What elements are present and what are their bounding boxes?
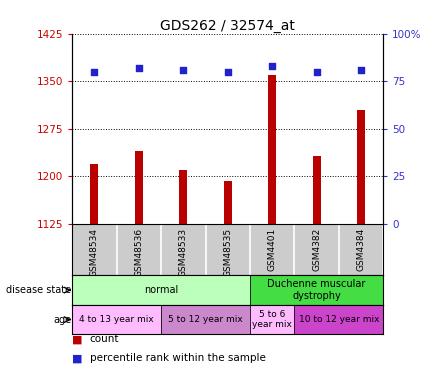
Bar [135, 151, 143, 224]
Point [357, 67, 364, 73]
Text: ■: ■ [72, 353, 83, 363]
Point [268, 63, 276, 69]
Bar [313, 156, 321, 224]
Text: GSM4382: GSM4382 [312, 228, 321, 271]
Text: 5 to 12 year mix: 5 to 12 year mix [168, 315, 243, 324]
Bar [357, 110, 365, 224]
Bar [91, 164, 99, 224]
Bar [268, 75, 276, 224]
Text: GSM48534: GSM48534 [90, 228, 99, 277]
Point [313, 69, 320, 75]
Point [91, 69, 98, 75]
Bar [161, 305, 250, 334]
Text: 10 to 12 year mix: 10 to 12 year mix [299, 315, 379, 324]
Text: GSM4384: GSM4384 [357, 228, 366, 271]
Bar [224, 182, 232, 224]
Text: age: age [53, 315, 71, 325]
Point [135, 65, 142, 71]
Text: GSM48536: GSM48536 [134, 228, 143, 277]
Text: GSM4401: GSM4401 [268, 228, 277, 271]
Text: normal: normal [144, 285, 178, 295]
Text: 4 to 13 year mix: 4 to 13 year mix [79, 315, 154, 324]
Text: Duchenne muscular
dystrophy: Duchenne muscular dystrophy [268, 279, 366, 301]
Text: disease state: disease state [6, 285, 71, 295]
Bar [179, 170, 187, 224]
Bar [72, 275, 250, 305]
Text: GSM48535: GSM48535 [223, 228, 232, 277]
Text: GSM48533: GSM48533 [179, 228, 188, 277]
Bar [250, 305, 294, 334]
Text: percentile rank within the sample: percentile rank within the sample [90, 353, 266, 363]
Bar [72, 305, 161, 334]
Point [224, 69, 231, 75]
Text: 5 to 6
year mix: 5 to 6 year mix [252, 310, 292, 329]
Text: count: count [90, 334, 119, 345]
Title: GDS262 / 32574_at: GDS262 / 32574_at [160, 19, 295, 33]
Bar [250, 275, 383, 305]
Text: ■: ■ [72, 334, 83, 345]
Bar [294, 305, 383, 334]
Point [180, 67, 187, 73]
